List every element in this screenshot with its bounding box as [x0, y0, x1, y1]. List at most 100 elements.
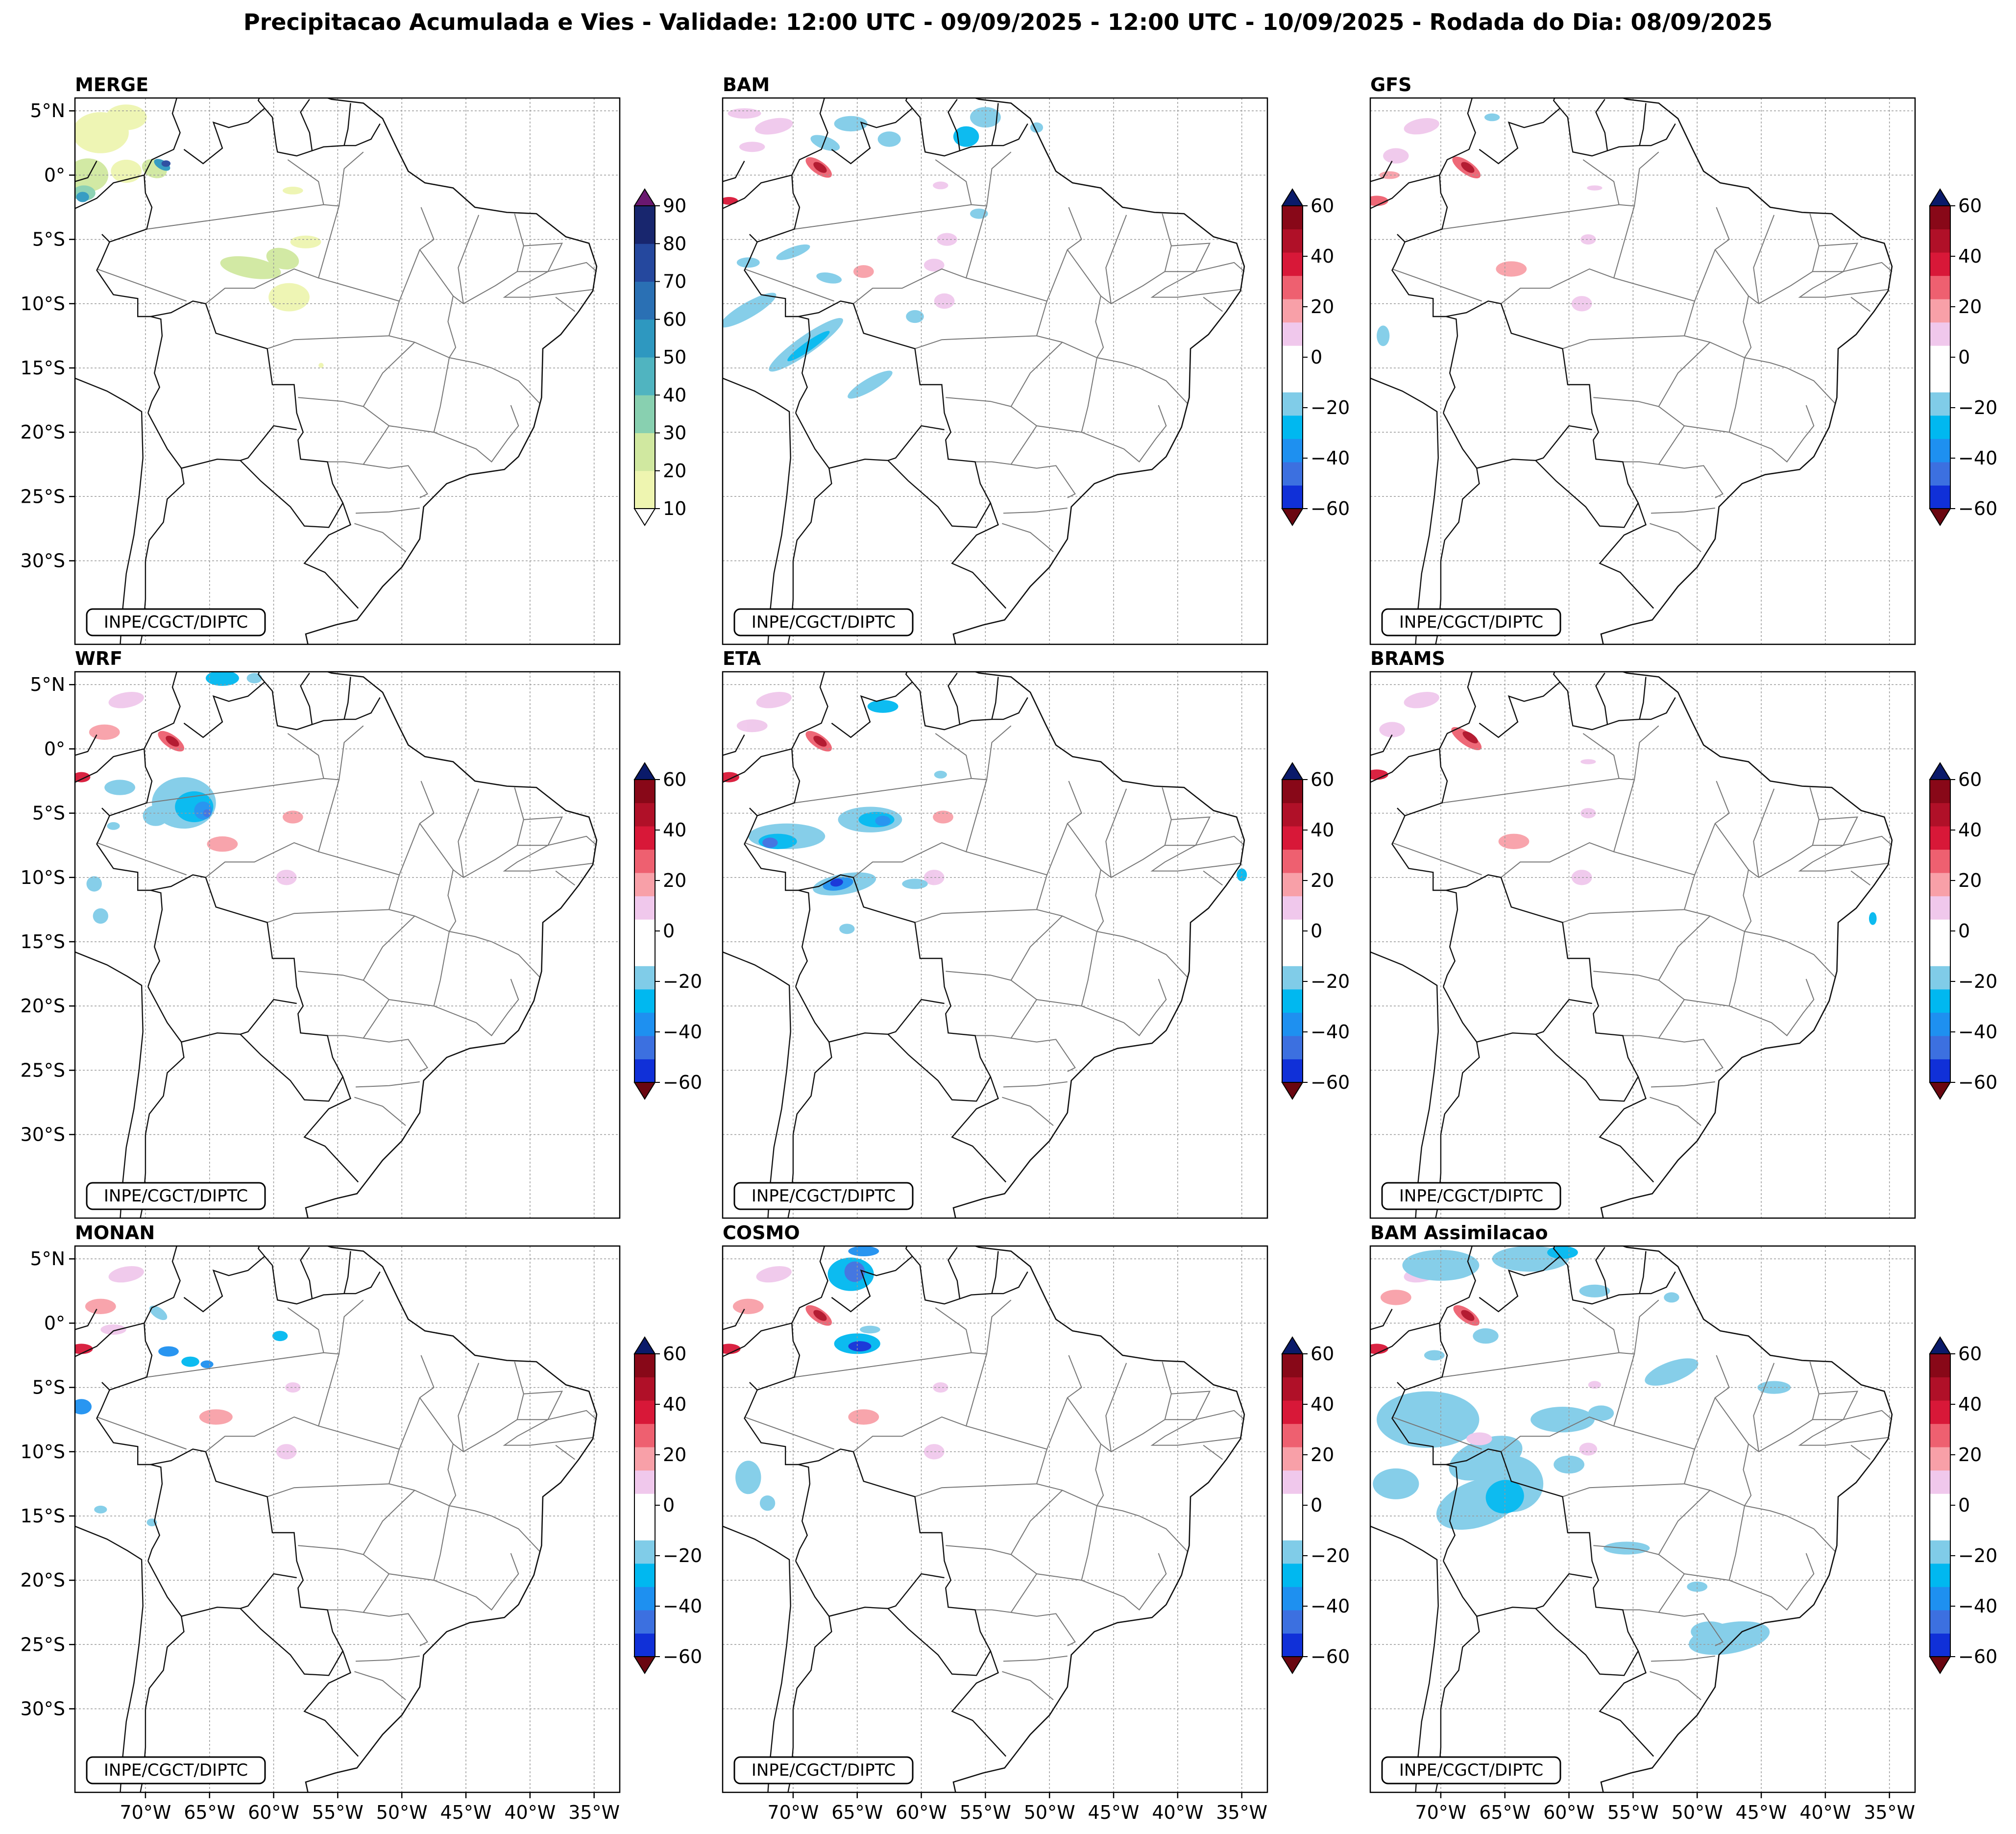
colorbar-segment	[1930, 780, 1950, 804]
country-border	[991, 103, 999, 146]
precip-area	[736, 719, 768, 733]
state-border	[517, 243, 563, 272]
country-border	[1405, 1323, 1448, 1391]
country-border	[109, 1323, 153, 1391]
state-border	[1100, 213, 1172, 304]
precip-area	[107, 822, 120, 830]
colorbar-tick-label: 30	[663, 422, 686, 444]
colorbar-tick-label: 70	[663, 271, 686, 293]
coastline-west	[723, 1525, 791, 1792]
precip-area	[1588, 1381, 1601, 1389]
colorbar-tick-label: 40	[1311, 245, 1334, 267]
state-border	[97, 842, 187, 876]
precip-area	[875, 815, 891, 826]
state-border	[548, 1410, 597, 1420]
colorbar-segment	[1282, 415, 1303, 439]
precip-area	[853, 265, 874, 278]
colorbar-extend-min	[1281, 508, 1304, 526]
country-border	[1639, 1251, 1647, 1294]
state-border	[97, 268, 187, 302]
map-gfs	[1370, 98, 1915, 644]
colorbar-segment	[1930, 1493, 1950, 1517]
state-border	[1623, 999, 1685, 1039]
country-border	[1443, 413, 1592, 469]
state-border	[1081, 1553, 1167, 1611]
field-gfs	[1370, 113, 1603, 346]
state-border	[1105, 1363, 1127, 1452]
precip-area	[787, 331, 830, 362]
state-border	[1850, 1444, 1870, 1460]
state-border	[1623, 1573, 1685, 1613]
colorbar-segment	[634, 1563, 655, 1587]
colorbar-tick-label: 20	[1958, 296, 1982, 318]
state-border	[1100, 787, 1172, 878]
precip-area	[723, 1344, 741, 1354]
coastline-west	[1370, 377, 1439, 644]
precip-area	[923, 870, 945, 885]
colorbar-tick-label: −20	[1311, 971, 1350, 992]
colorbar-extend-min	[633, 1656, 656, 1674]
panel-cosmo: COSMO INPE/CGCT/DIPTC 70°W 65°W 60°W 55°W 50°W…	[722, 1222, 1350, 1823]
precip-area	[923, 1444, 945, 1460]
coastline	[952, 1246, 1245, 1792]
colorbar-tick-label: 0	[1958, 1494, 1970, 1516]
lat-label: 5°N	[30, 674, 65, 695]
precip-area	[290, 235, 321, 248]
country-border	[723, 161, 745, 182]
colorbar-segment	[634, 1354, 655, 1378]
state-border	[287, 159, 324, 205]
precip-area	[268, 283, 310, 312]
state-border	[1753, 1363, 1775, 1452]
precip-area	[923, 259, 945, 272]
colorbar-segment	[1282, 989, 1303, 1013]
lon-label: 40°W	[504, 1802, 556, 1823]
country-border	[1370, 161, 1393, 182]
state-border	[1003, 1081, 1068, 1088]
colorbar-segment	[1930, 415, 1950, 439]
state-border	[1651, 1081, 1715, 1088]
precip-area	[1466, 1432, 1492, 1445]
lon-label: 55°W	[1607, 1802, 1659, 1823]
state-border	[1623, 425, 1685, 465]
state-border	[1100, 1361, 1172, 1452]
state-border	[1011, 1037, 1076, 1072]
state-border	[146, 204, 340, 304]
precip-area	[318, 363, 324, 368]
colorbar-segment	[1930, 1012, 1950, 1036]
country-border	[1370, 734, 1393, 756]
panel-title: BRAMS	[1370, 648, 1445, 669]
lat-label: 30°S	[21, 550, 65, 571]
colorbar-segment	[1282, 206, 1303, 230]
precip-area	[735, 1461, 761, 1494]
precip-area	[1404, 691, 1439, 709]
colorbar-segment	[1282, 919, 1303, 943]
state-border	[794, 204, 988, 304]
credit-box	[733, 1182, 914, 1210]
country-border	[1595, 672, 1608, 725]
map-frame	[722, 671, 1268, 1219]
precip-area	[1379, 722, 1405, 737]
colorbar-tick-label: −20	[1958, 397, 1997, 418]
precip-area	[732, 1298, 764, 1314]
colorbar-tick-label: 80	[663, 233, 686, 254]
country-border	[343, 103, 351, 146]
precip-area	[75, 772, 91, 783]
state-border	[1195, 1410, 1245, 1420]
lat-label: 10°S	[21, 867, 65, 888]
colorbar-wrf: 60 40 20 0 −20 −40 −60	[633, 762, 702, 1100]
coastline	[305, 1246, 598, 1792]
lon-label: 65°W	[184, 1802, 235, 1823]
state-border	[1195, 835, 1245, 846]
credit-box	[1381, 608, 1561, 636]
state-border	[1729, 1553, 1815, 1611]
colorbar-segment	[1930, 826, 1950, 850]
coastline	[1600, 98, 1893, 644]
country-border	[1535, 1608, 1639, 1676]
precip-area	[108, 1266, 144, 1283]
country-border	[96, 807, 163, 987]
precip-area	[1530, 1407, 1595, 1433]
colorbar-segment	[1930, 252, 1950, 276]
colorbar-segment	[634, 1423, 655, 1447]
colorbar-segment	[634, 780, 655, 804]
colorbar-segment	[1930, 368, 1950, 392]
